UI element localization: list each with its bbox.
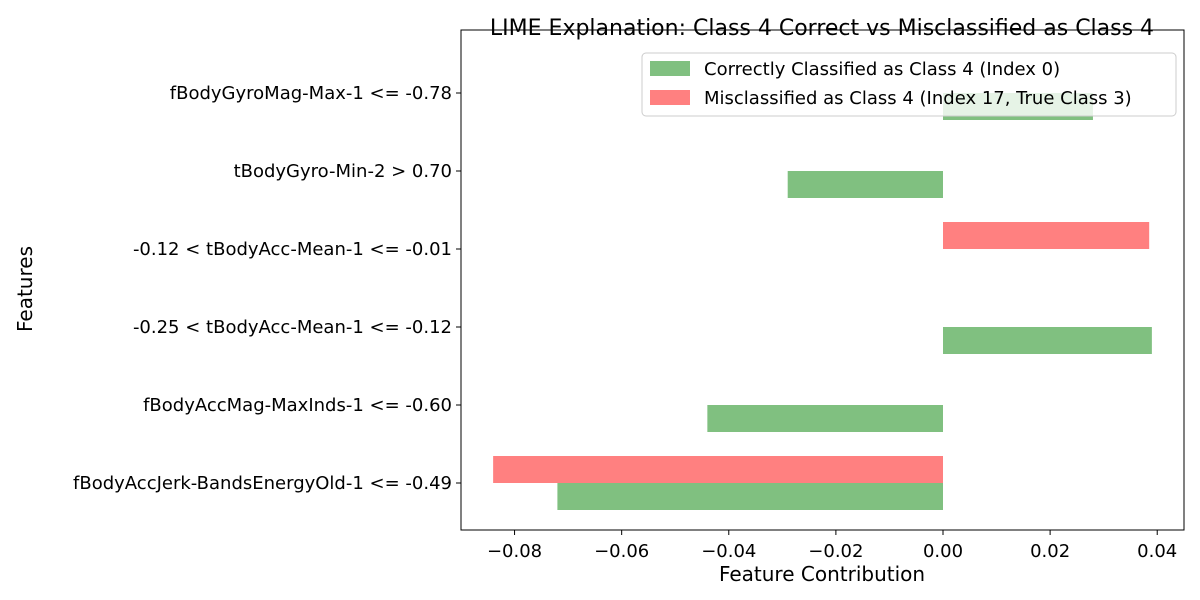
legend-box [641, 52, 1177, 117]
bar-series-0-cat-4 [707, 405, 943, 432]
x-tick-label: −0.08 [487, 541, 542, 562]
chart-title: LIME Explanation: Class 4 Correct vs Mis… [490, 16, 1154, 41]
bars-layer [493, 93, 1152, 510]
legend-swatch [650, 61, 690, 76]
y-tick-label: fBodyGyroMag-Max-1 <= -0.78 [170, 83, 452, 104]
x-tick-label: −0.04 [701, 541, 756, 562]
ticks-layer: fBodyGyroMag-Max-1 <= -0.78 tBodyGyro-Min… [73, 83, 1177, 562]
bar-series-0-cat-5 [557, 483, 943, 510]
y-tick-label: tBodyGyro-Min-2 > 0.70 [234, 161, 452, 182]
legend-swatch [650, 90, 690, 105]
x-tick-label: 0.00 [923, 541, 963, 562]
x-tick-label: 0.02 [1030, 541, 1070, 562]
bar-series-0-cat-3 [943, 327, 1152, 354]
legend-label: Misclassified as Class 4 (Index 17, True… [704, 88, 1132, 109]
legend-label: Correctly Classified as Class 4 (Index 0… [704, 59, 1060, 80]
bar-series-1-cat-5 [493, 456, 943, 483]
x-tick-label: −0.06 [594, 541, 649, 562]
y-tick-label: fBodyAccJerk-BandsEnergyOld-1 <= -0.49 [73, 473, 452, 494]
y-tick-label: -0.25 < tBodyAcc-Mean-1 <= -0.12 [133, 317, 452, 338]
x-axis-label: Feature Contribution [719, 562, 925, 586]
bar-series-0-cat-1 [787, 171, 943, 198]
y-tick-label: fBodyAccMag-MaxInds-1 <= -0.60 [143, 395, 452, 416]
y-axis-label: Features [13, 246, 37, 332]
bar-series-1-cat-2 [943, 222, 1150, 249]
x-tick-label: 0.04 [1137, 541, 1177, 562]
plot-frame [460, 29, 1185, 531]
legend: Correctly Classified as Class 4 (Index 0… [641, 52, 1177, 117]
x-tick-label: −0.02 [808, 541, 863, 562]
y-tick-label: -0.12 < tBodyAcc-Mean-1 <= -0.01 [133, 239, 452, 260]
